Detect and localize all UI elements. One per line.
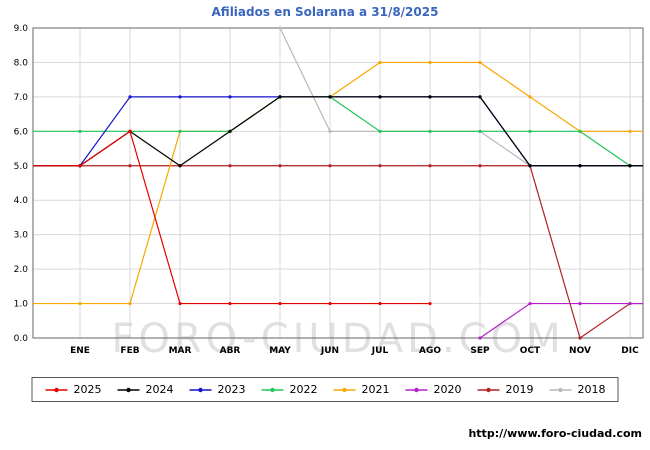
y-tick-label: 8.0 (14, 58, 29, 68)
x-tick-label: ENE (70, 346, 90, 356)
legend-item-2025: 2025 (45, 383, 102, 396)
legend-marker (117, 387, 140, 392)
plot-border (32, 27, 644, 339)
source-url: http://www.foro-ciudad.com (468, 427, 642, 440)
x-tick-label: FEB (120, 346, 139, 356)
x-tick-label: MAY (269, 346, 291, 356)
series-2024 (33, 95, 643, 168)
x-tick-label: JUN (320, 346, 339, 356)
series-line (33, 61, 643, 305)
legend-label: 2021 (361, 383, 390, 396)
legend-marker (261, 387, 284, 392)
legend-marker (477, 387, 500, 392)
chart-title: Afiliados en Solarana a 31/8/2025 (211, 5, 439, 19)
y-tick-label: 9.0 (14, 24, 29, 34)
x-tick-label: NOV (569, 346, 591, 356)
series-2021 (33, 60, 643, 306)
legend-marker (549, 387, 572, 392)
y-tick-label: 7.0 (14, 93, 29, 103)
series-2025 (33, 129, 432, 306)
x-tick-label: ABR (220, 346, 241, 356)
x-tick-label: DIC (621, 346, 639, 356)
legend-item-2023: 2023 (189, 383, 246, 396)
series-2020 (478, 301, 643, 340)
series-line (33, 96, 643, 167)
series-2019 (33, 164, 643, 340)
legend-label: 2023 (217, 383, 246, 396)
x-tick-label: JUL (371, 346, 389, 356)
legend-marker (405, 387, 428, 392)
legend-label: 2022 (289, 383, 318, 396)
legend-item-2022: 2022 (261, 383, 318, 396)
y-tick-label: 0.0 (14, 334, 29, 344)
legend-label: 2025 (73, 383, 102, 396)
line-chart: FORO-CIUDAD.COM 0.0 1.0 2.0 3.0 4.0 5.0 6.0 7.0 8… (14, 24, 644, 362)
y-tick-label: 1.0 (14, 300, 29, 310)
series-line (33, 96, 643, 167)
y-tick-label: 2.0 (14, 265, 29, 275)
x-tick-label: AGO (419, 346, 441, 356)
legend-label: 2018 (577, 383, 606, 396)
y-tick-label: 6.0 (14, 127, 29, 137)
y-tick-label: 3.0 (14, 231, 29, 241)
legend-label: 2024 (145, 383, 174, 396)
watermark-text: FORO-CIUDAD.COM (111, 316, 564, 362)
x-tick-label: OCT (520, 346, 541, 356)
series-line (33, 165, 643, 339)
legend-item-2019: 2019 (477, 383, 534, 396)
legend-label: 2019 (505, 383, 534, 396)
legend-item-2020: 2020 (405, 383, 462, 396)
legend-marker (189, 387, 212, 392)
grid (33, 27, 643, 339)
legend-item-2018: 2018 (549, 383, 606, 396)
series-line (33, 130, 430, 305)
legend-item-2021: 2021 (333, 383, 390, 396)
y-tick-label: 4.0 (14, 196, 29, 206)
x-tick-label: MAR (169, 346, 192, 356)
y-tick-label: 5.0 (14, 162, 29, 172)
legend-marker (45, 387, 68, 392)
legend-marker (333, 387, 356, 392)
legend-item-2024: 2024 (117, 383, 174, 396)
x-tick-label: SEP (470, 346, 490, 356)
legend: 2025 2024 2023 2022 2021 2020 2019 2018 (31, 377, 619, 402)
legend-label: 2020 (433, 383, 462, 396)
series-line (479, 302, 643, 339)
